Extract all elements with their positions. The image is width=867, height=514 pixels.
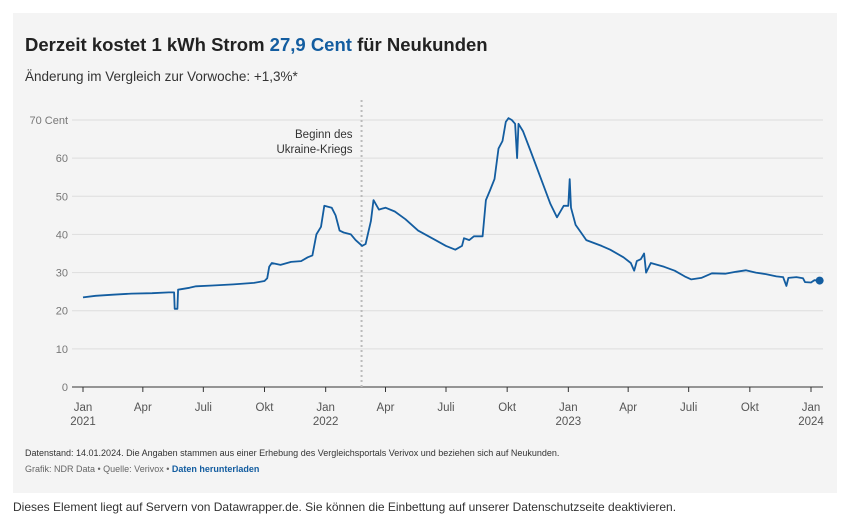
x-tick-year-label: 2023 xyxy=(556,416,582,428)
embed-footer-notice: Dieses Element liegt auf Servern von Dat… xyxy=(13,500,677,514)
y-tick-label: 50 xyxy=(56,191,68,203)
x-tick-label: Okt xyxy=(256,402,275,414)
x-tick-year-label: 2021 xyxy=(70,416,96,428)
x-tick-label: Juli xyxy=(680,402,697,414)
title-highlight: 27,9 Cent xyxy=(269,34,352,55)
byline-source: Grafik: NDR Data • Quelle: Verivox • xyxy=(25,464,172,474)
x-tick-year-label: 2024 xyxy=(798,416,824,428)
x-tick-label: Apr xyxy=(377,402,395,414)
data-note: Datenstand: 14.01.2024. Die Angaben stam… xyxy=(25,448,560,458)
price-series-line xyxy=(82,117,820,310)
y-tick-label: 70 Cent xyxy=(29,115,68,127)
x-tick-label: Juli xyxy=(437,402,454,414)
title-prefix: Derzeit kostet 1 kWh Strom xyxy=(25,34,270,55)
x-tick-label: Jan xyxy=(316,402,335,414)
x-tick-label: Apr xyxy=(619,402,637,414)
title-suffix: für Neukunden xyxy=(351,34,488,55)
x-tick-label: Jan xyxy=(74,402,93,414)
y-tick-label: 20 xyxy=(56,306,68,318)
x-tick-year-label: 2022 xyxy=(313,416,339,428)
x-tick-label: Okt xyxy=(498,402,517,414)
x-tick-label: Apr xyxy=(134,402,152,414)
byline: Grafik: NDR Data • Quelle: Verivox • Dat… xyxy=(25,464,259,474)
y-tick-label: 30 xyxy=(56,268,68,280)
line-chart: 0 10 20 30 40 50 60 70 Cent Jan 2021 Apr Juli Okt Jan… xyxy=(29,100,824,428)
y-tick-label: 40 xyxy=(56,229,68,241)
x-tick-label: Jan xyxy=(802,402,821,414)
chart-title: Derzeit kostet 1 kWh Strom 27,9 Cent für… xyxy=(25,34,488,56)
annotation-label: Beginn des xyxy=(295,129,353,141)
download-data-link[interactable]: Daten herunterladen xyxy=(171,464,260,474)
x-tick-label: Okt xyxy=(741,402,760,414)
chart-card: Derzeit kostet 1 kWh Strom 27,9 Cent für… xyxy=(13,13,837,493)
y-tick-label: 10 xyxy=(56,344,68,356)
x-tick-label: Juli xyxy=(195,402,212,414)
chart-subtitle: Änderung im Vergleich zur Vorwoche: +1,3… xyxy=(25,69,298,84)
annotation-label: Ukraine-Kriegs xyxy=(277,144,353,156)
latest-value-point xyxy=(815,276,824,285)
y-tick-label: 60 xyxy=(56,153,68,165)
x-tick-label: Jan xyxy=(559,402,578,414)
y-tick-label: 0 xyxy=(62,382,68,394)
